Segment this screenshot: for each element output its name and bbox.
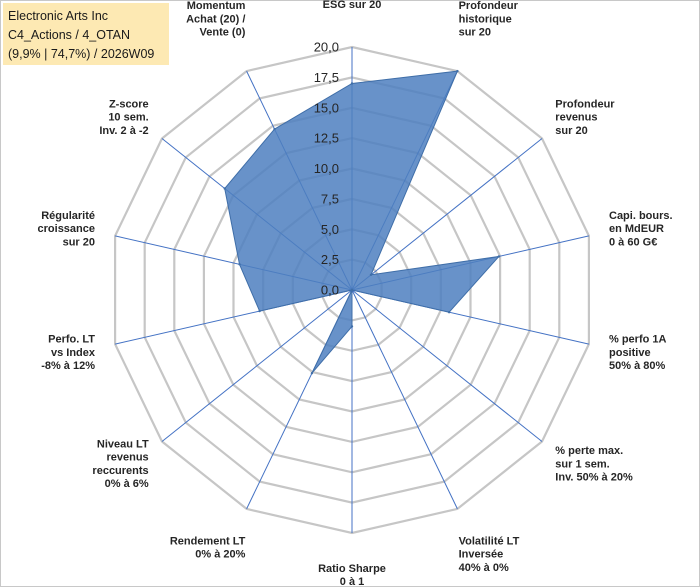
series-point — [350, 288, 354, 292]
axis-label-line: Rendement LT — [170, 536, 246, 548]
portfolio-name: C4_Actions / 4_OTAN — [8, 28, 131, 42]
axis-label-line: -8% à 12% — [41, 360, 95, 372]
axis-label: Profondeur revenus sur 20 — [555, 99, 615, 137]
axis-spoke — [351, 138, 543, 291]
series-point — [273, 127, 276, 131]
axis-label: Profondeur historique sur 20 — [459, 0, 519, 38]
info-box: Electronic Arts Inc C4_Actions / 4_OTAN … — [3, 3, 169, 65]
axis-label-line: ESG sur 20 — [323, 0, 382, 11]
axis-label: Rendement LT 0% à 20% — [170, 536, 246, 561]
tick-label: 0,0 — [321, 283, 339, 298]
axis-label-line: Momentum — [187, 0, 246, 12]
series-point — [369, 273, 373, 276]
axis-label-line: Perfo. LT — [48, 334, 95, 346]
series-area — [224, 70, 501, 374]
series-point — [310, 372, 314, 375]
axis-label-line: 0% à 6% — [105, 478, 149, 490]
axis-label-line: Inv. 50% à 20% — [555, 472, 633, 484]
axis-label: Niveau LT revenus reccurents 0% à 6% — [92, 439, 149, 491]
tick-label: 17,5 — [314, 70, 339, 85]
axis-label: Perfo. LT vs Index -8% à 12% — [41, 334, 96, 372]
axis-label-line: Régularité — [41, 210, 95, 222]
axis-label-line: 0% à 20% — [195, 549, 245, 561]
axis-label-line: sur 20 — [555, 125, 587, 137]
axis-label-line: Z-score — [109, 99, 149, 111]
axis-label-line: en MdEUR — [609, 223, 664, 235]
tick-label: 5,0 — [321, 222, 339, 237]
axis-label-line: Capi. bours. — [609, 210, 673, 222]
axis-label-line: Profondeur — [555, 99, 615, 111]
series-point — [456, 69, 459, 73]
series-point — [223, 187, 226, 190]
axis-label-line: Vente (0) — [200, 27, 246, 39]
axis-label: Volatilité LT Inversée 40% à 0% — [459, 536, 520, 574]
period-summary: (9,9% | 74,7%) / 2026W09 — [8, 47, 155, 61]
axis-label: NoteESG sur 20 — [323, 0, 382, 11]
axis-label-line: Inversée — [459, 549, 504, 561]
axis-label: Capi. bours. en MdEUR 0 à 60 G€ — [609, 210, 673, 248]
tick-label: 10,0 — [314, 161, 339, 176]
axis-label-line: Achat (20) / — [186, 13, 245, 25]
axis-label-line: 10 sem. — [108, 112, 148, 124]
axis-spoke — [351, 289, 543, 442]
axis-label-line: Inv. 2 à -2 — [99, 125, 148, 137]
axis-label-line: 0 à 60 G€ — [609, 236, 657, 248]
company-name: Electronic Arts Inc — [8, 9, 109, 23]
series-point — [258, 309, 261, 313]
axis-label-line: 50% à 80% — [609, 360, 665, 372]
axis-label: Z-score 10 sem. Inv. 2 à -2 — [99, 99, 148, 137]
axis-label-line: croissance — [38, 223, 95, 235]
axis-label-line: sur 1 sem. — [555, 458, 609, 470]
axis-spoke — [161, 289, 353, 442]
axis-label-line: % perte max. — [555, 445, 623, 457]
axis-label: % perte max. sur 1 sem. Inv. 50% à 20% — [555, 445, 633, 483]
axis-label-line: Ratio Sharpe — [318, 563, 386, 575]
series-point — [447, 311, 451, 314]
axis-spoke — [351, 289, 458, 510]
axis-label-line: Profondeur — [459, 0, 519, 12]
series-point — [497, 255, 501, 258]
axis-label: Momentum Achat (20) / Vente (0) — [186, 0, 246, 38]
axis-label-line: sur 20 — [459, 27, 491, 39]
tick-label: 12,5 — [314, 131, 339, 146]
tick-label: 7,5 — [321, 191, 339, 206]
axis-label-line: 0 à 1 — [340, 576, 364, 587]
tick-label: 2,5 — [321, 252, 339, 267]
axis-label-line: vs Index — [51, 347, 96, 359]
axis-label-line: reccurents — [92, 465, 148, 477]
axis-label-line: sur 20 — [63, 236, 95, 248]
radar-series — [223, 69, 501, 375]
series-point — [350, 82, 354, 85]
axis-label: Ratio Sharpe 0 à 1 — [318, 563, 386, 587]
tick-label: 20,0 — [314, 40, 339, 55]
axis-label-line: Volatilité LT — [459, 536, 520, 548]
axis-label: % perfo 1A positive 50% à 80% — [609, 334, 667, 372]
series-point — [238, 263, 241, 266]
axis-label: Régularité croissance sur 20 — [38, 210, 95, 248]
axis-label-line: positive — [609, 347, 651, 359]
axis-label-line: revenus — [555, 112, 597, 124]
radar-tick-labels: 0,0 2,5 5,0 7,5 10,0 12,5 15,0 17,5 20,0 — [314, 40, 339, 298]
axis-label-line: historique — [459, 13, 512, 25]
axis-label-line: % perfo 1A — [609, 334, 667, 346]
tick-label: 15,0 — [314, 100, 339, 115]
axis-label-line: Niveau LT — [97, 439, 149, 451]
axis-label-line: revenus — [106, 452, 148, 464]
series-point — [350, 325, 354, 328]
axis-label-line: 40% à 0% — [459, 562, 509, 574]
